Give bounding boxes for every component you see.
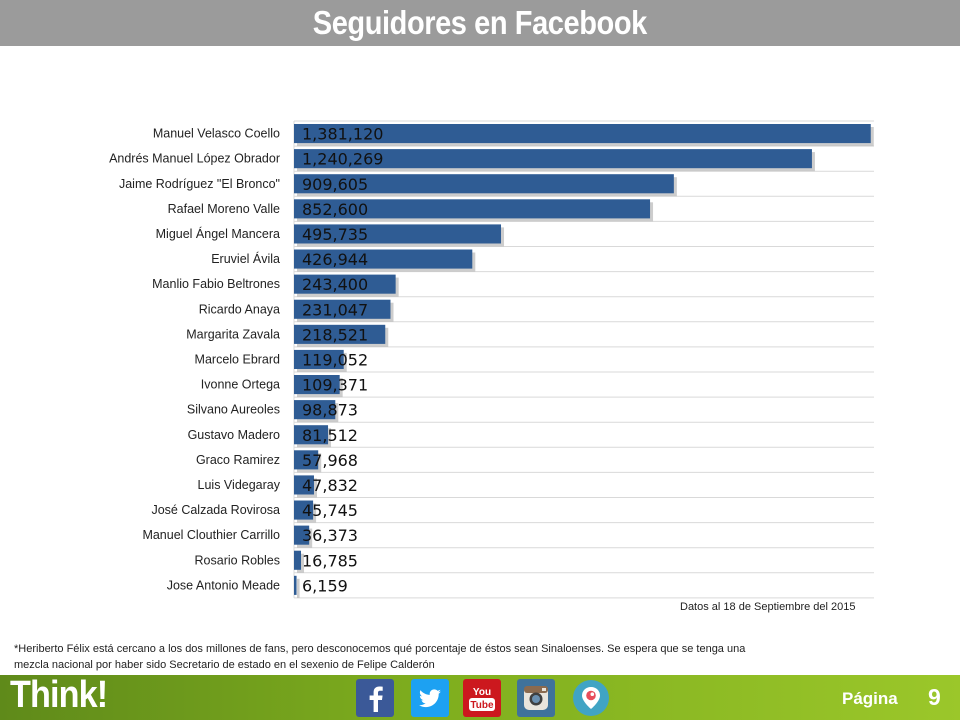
page-label: Página bbox=[842, 689, 898, 708]
bar-shadow bbox=[297, 578, 300, 598]
twitter-icon[interactable] bbox=[411, 679, 449, 717]
bar bbox=[294, 174, 674, 194]
category-label: Gustavo Madero bbox=[188, 428, 280, 442]
category-label: Manlio Fabio Beltrones bbox=[152, 277, 280, 291]
value-label: 1,240,269 bbox=[302, 150, 383, 169]
svg-text:Tube: Tube bbox=[470, 700, 494, 711]
bar bbox=[294, 500, 314, 520]
value-label: 909,605 bbox=[302, 175, 368, 194]
value-label: 16,785 bbox=[302, 551, 358, 570]
bar bbox=[294, 299, 391, 319]
category-label: Miguel Ángel Mancera bbox=[156, 226, 280, 241]
value-label: 495,735 bbox=[302, 225, 368, 244]
bar bbox=[294, 224, 502, 244]
bar bbox=[294, 149, 812, 169]
svg-text:You: You bbox=[473, 687, 491, 698]
category-label: Rafael Moreno Valle bbox=[168, 202, 280, 216]
category-label: Manuel Clouthier Carrillo bbox=[142, 528, 280, 542]
bar bbox=[294, 400, 336, 420]
category-label: Eruviel Ávila bbox=[211, 251, 280, 266]
value-label: 36,373 bbox=[302, 526, 358, 545]
value-label: 109,371 bbox=[302, 376, 368, 395]
bar-chart: Manuel Velasco Coello 1,381,120 Andrés Man… bbox=[109, 120, 874, 599]
value-label: 231,047 bbox=[302, 300, 368, 319]
bar bbox=[294, 450, 319, 470]
bar bbox=[294, 249, 473, 269]
bar bbox=[294, 525, 310, 545]
value-label: 119,052 bbox=[302, 350, 368, 369]
bar bbox=[294, 199, 651, 219]
value-label: 47,832 bbox=[302, 476, 358, 495]
youtube-icon[interactable]: You Tube bbox=[463, 679, 501, 717]
category-label: Andrés Manuel López Obrador bbox=[109, 152, 280, 166]
page-number: 9 bbox=[928, 684, 941, 710]
value-label: 81,512 bbox=[302, 426, 358, 445]
brand-logo: Think! bbox=[10, 674, 108, 716]
category-label: Rosario Robles bbox=[195, 553, 280, 567]
bar bbox=[294, 274, 396, 294]
bar bbox=[294, 124, 871, 144]
bar bbox=[294, 575, 297, 595]
bar bbox=[294, 324, 386, 344]
category-label: Ricardo Anaya bbox=[199, 302, 280, 316]
facebook-icon[interactable] bbox=[356, 679, 394, 717]
category-label: Jaime Rodríguez "El Bronco" bbox=[119, 177, 280, 191]
value-label: 426,944 bbox=[302, 250, 368, 269]
category-label: Luis Videgaray bbox=[198, 478, 281, 492]
date-note: Datos al 18 de Septiembre del 2015 bbox=[680, 601, 856, 613]
category-label: José Calzada Rovirosa bbox=[151, 503, 280, 517]
category-label: Graco Ramirez bbox=[196, 453, 280, 467]
category-label: Manuel Velasco Coello bbox=[153, 127, 280, 141]
value-label: 218,521 bbox=[302, 325, 368, 344]
value-label: 6,159 bbox=[302, 576, 348, 595]
value-label: 98,873 bbox=[302, 401, 358, 420]
bar bbox=[294, 550, 302, 570]
page-title: Seguidores en Facebook bbox=[312, 4, 648, 41]
category-label: Jose Antonio Meade bbox=[167, 578, 280, 592]
bar bbox=[294, 375, 340, 395]
instagram-icon[interactable] bbox=[517, 679, 555, 717]
category-label: Marcelo Ebrard bbox=[195, 352, 280, 366]
value-label: 57,968 bbox=[302, 451, 358, 470]
bar bbox=[294, 349, 344, 369]
category-label: Silvano Aureoles bbox=[187, 403, 280, 417]
periscope-icon[interactable] bbox=[572, 679, 610, 717]
value-label: 243,400 bbox=[302, 275, 368, 294]
value-label: 852,600 bbox=[302, 200, 368, 219]
category-label: Margarita Zavala bbox=[186, 327, 280, 341]
value-label: 45,745 bbox=[302, 501, 358, 520]
category-label: Ivonne Ortega bbox=[201, 378, 280, 392]
title-bar: Seguidores en Facebook bbox=[0, 0, 960, 46]
footnote: *Heriberto Félix está cercano a los dos … bbox=[14, 643, 746, 671]
bar bbox=[294, 425, 329, 445]
value-label: 1,381,120 bbox=[302, 125, 383, 144]
bar bbox=[294, 475, 314, 495]
